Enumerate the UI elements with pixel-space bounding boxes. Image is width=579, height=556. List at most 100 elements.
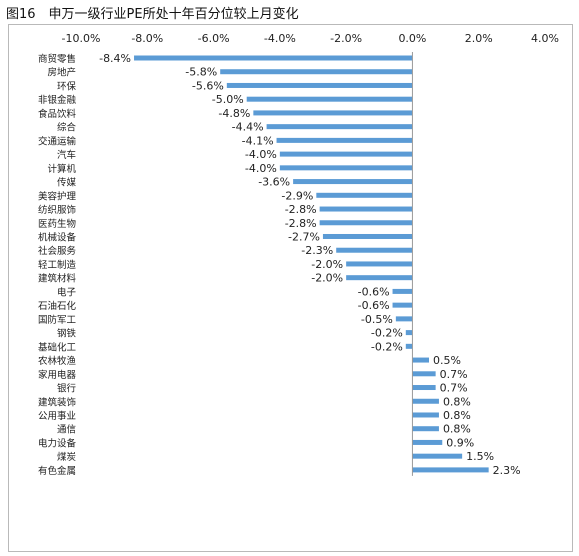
data-label: -5.6% <box>192 79 224 92</box>
data-label: -5.0% <box>212 93 244 106</box>
data-label: 0.7% <box>440 368 468 381</box>
data-label: -2.3% <box>301 244 333 257</box>
bar <box>405 330 413 336</box>
x-tick-label: 2.0% <box>465 32 493 45</box>
data-label: -0.5% <box>361 313 393 326</box>
category-label: 传媒 <box>57 177 77 189</box>
category-label: 医药生物 <box>38 218 77 230</box>
bar <box>279 151 413 157</box>
data-label: -0.2% <box>371 327 403 340</box>
data-label: -4.1% <box>242 134 274 147</box>
x-tick-label: -8.0% <box>131 32 163 45</box>
category-label: 社会服务 <box>38 245 77 257</box>
bar <box>412 371 436 377</box>
bar <box>412 398 439 404</box>
data-label: -2.0% <box>311 258 343 271</box>
category-label: 钢铁 <box>57 328 77 340</box>
bar <box>412 453 463 459</box>
data-label: -4.0% <box>245 162 277 175</box>
bar <box>266 124 413 130</box>
data-label: -2.9% <box>281 189 313 202</box>
bar <box>346 275 413 281</box>
x-tick-label: -6.0% <box>198 32 230 45</box>
category-label: 环保 <box>57 80 77 92</box>
category-label: 银行 <box>57 383 77 395</box>
data-label: 2.3% <box>493 464 521 477</box>
data-label: 0.8% <box>443 395 471 408</box>
data-label: -0.6% <box>358 299 390 312</box>
bar <box>316 192 413 198</box>
category-label: 机械设备 <box>38 231 77 243</box>
bar <box>279 165 413 171</box>
category-label: 通信 <box>57 424 76 436</box>
figure-title: 图16 申万一级行业PE所处十年百分位较上月变化 <box>6 7 299 22</box>
category-label: 石油石化 <box>38 300 77 312</box>
category-label: 有色金属 <box>38 465 76 477</box>
data-label: 0.9% <box>446 436 474 449</box>
bar <box>346 261 413 267</box>
data-label: -5.8% <box>185 66 217 79</box>
category-label: 基础化工 <box>38 341 77 353</box>
category-label: 煤炭 <box>57 451 77 463</box>
category-label: 公用事业 <box>38 410 76 422</box>
data-label: -4.4% <box>232 121 264 134</box>
bar <box>336 247 413 253</box>
bar <box>392 302 413 308</box>
bar <box>319 206 413 212</box>
bar <box>319 220 413 226</box>
data-label: 0.8% <box>443 423 471 436</box>
data-label: 0.8% <box>443 409 471 422</box>
data-label: -2.8% <box>285 217 317 230</box>
bar <box>246 96 413 102</box>
bar <box>322 233 413 239</box>
data-label: -2.0% <box>311 272 343 285</box>
data-label: -8.4% <box>99 52 131 65</box>
x-tick-label: 4.0% <box>531 32 559 45</box>
bar <box>405 343 413 349</box>
bar <box>134 55 413 61</box>
bar <box>293 179 413 185</box>
category-label: 家用电器 <box>38 369 77 381</box>
x-tick-label: -10.0% <box>62 32 101 45</box>
category-label: 综合 <box>57 122 77 134</box>
category-label: 国防军工 <box>38 314 77 326</box>
chart-frame <box>8 24 573 552</box>
category-label: 电力设备 <box>38 437 77 449</box>
x-tick-label: -2.0% <box>330 32 362 45</box>
bar <box>412 385 436 391</box>
category-label: 计算机 <box>47 163 76 175</box>
bar <box>412 439 443 445</box>
data-label: -3.6% <box>258 176 290 189</box>
category-label: 轻工制造 <box>38 259 77 271</box>
data-label: -0.2% <box>371 340 403 353</box>
category-label: 汽车 <box>57 149 76 161</box>
category-label: 建筑装饰 <box>38 396 76 408</box>
bar <box>412 426 439 432</box>
category-label: 交通运输 <box>38 135 77 147</box>
category-label: 建筑材料 <box>38 273 77 285</box>
data-label: -0.6% <box>358 285 390 298</box>
data-label: 1.5% <box>466 450 494 463</box>
category-label: 农林牧渔 <box>38 355 77 367</box>
data-label: -2.8% <box>285 203 317 216</box>
category-label: 房地产 <box>47 67 76 79</box>
data-label: -2.7% <box>288 230 320 243</box>
data-label: -4.8% <box>218 107 250 120</box>
x-tick-label: 0.0% <box>398 32 426 45</box>
bar <box>226 82 413 88</box>
category-label: 商贸零售 <box>38 53 76 65</box>
bar <box>412 412 439 418</box>
bar <box>412 357 429 363</box>
category-label: 纺织服饰 <box>38 204 76 216</box>
bar <box>395 316 413 322</box>
data-label: 0.7% <box>440 382 468 395</box>
bar <box>276 137 413 143</box>
category-label: 食品饮料 <box>38 108 77 120</box>
data-label: 0.5% <box>433 354 461 367</box>
bar <box>412 467 489 473</box>
category-label: 美容护理 <box>38 190 77 202</box>
category-label: 非银金融 <box>38 94 77 106</box>
category-label: 电子 <box>57 286 77 298</box>
data-label: -4.0% <box>245 148 277 161</box>
